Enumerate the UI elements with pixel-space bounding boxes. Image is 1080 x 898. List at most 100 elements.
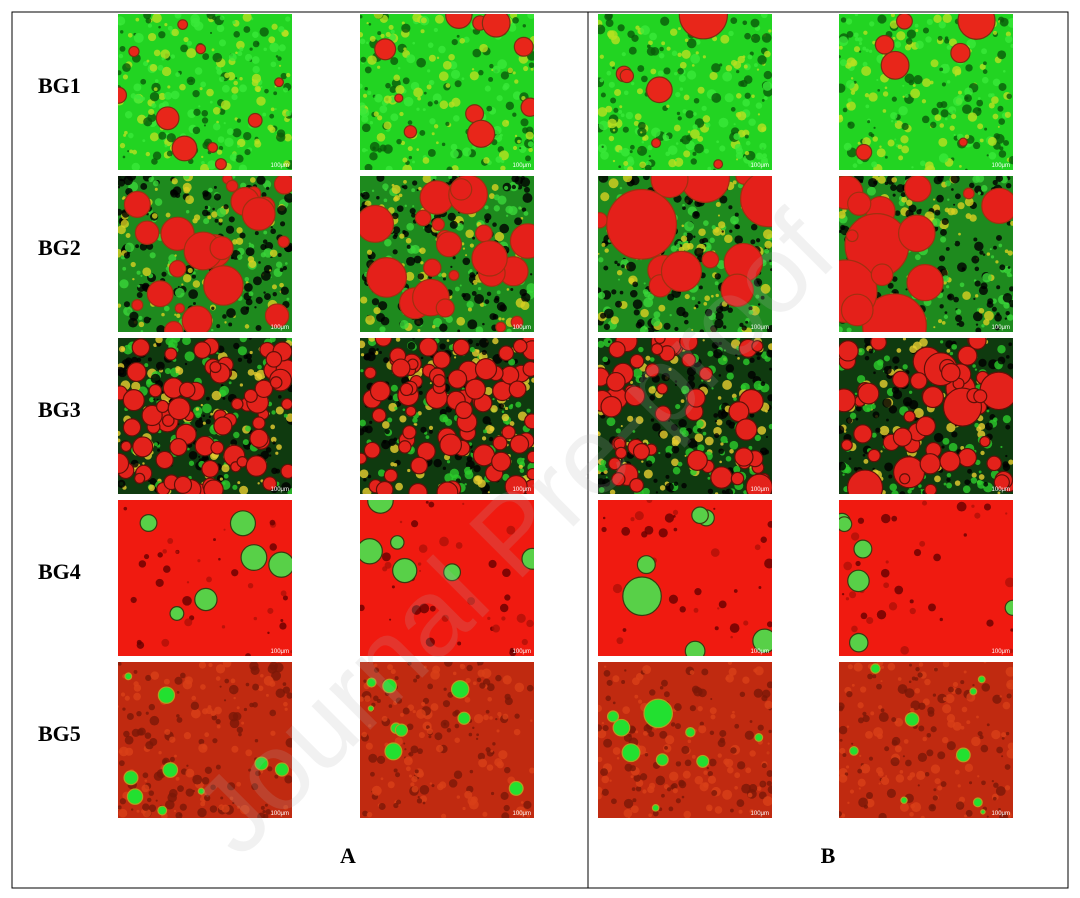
texture-speck <box>981 76 989 84</box>
droplet <box>439 433 463 457</box>
droplet <box>686 449 708 471</box>
texture-speck <box>598 257 604 263</box>
texture-speck <box>206 396 210 401</box>
texture-speck <box>737 761 746 770</box>
texture-speck <box>142 772 149 779</box>
texture-speck <box>213 193 221 201</box>
texture-speck <box>769 367 772 371</box>
texture-speck <box>237 357 243 363</box>
droplet <box>436 481 459 494</box>
texture-speck <box>939 304 944 309</box>
texture-speck <box>952 65 962 76</box>
droplet <box>181 305 213 332</box>
texture-speck <box>186 764 189 767</box>
texture-speck <box>891 717 897 723</box>
droplet <box>384 742 403 761</box>
texture-speck <box>882 398 892 408</box>
texture-speck <box>390 29 395 34</box>
texture-speck <box>914 254 921 261</box>
texture-speck <box>1006 220 1012 226</box>
texture-speck <box>133 692 141 701</box>
texture-speck <box>147 797 152 803</box>
texture-speck <box>1010 220 1013 226</box>
texture-speck <box>260 673 264 678</box>
texture-speck <box>698 688 707 698</box>
texture-speck <box>220 100 231 110</box>
micrograph: 100μm <box>360 176 534 332</box>
droplet <box>957 14 996 40</box>
texture-speck <box>891 736 901 746</box>
texture-speck <box>245 247 255 257</box>
texture-speck <box>237 346 248 356</box>
texture-speck <box>599 54 604 59</box>
texture-speck <box>146 59 150 63</box>
texture-speck <box>185 195 194 205</box>
texture-speck <box>733 133 741 140</box>
texture-speck <box>371 189 375 193</box>
texture-speck <box>364 86 368 91</box>
texture-speck <box>503 804 510 812</box>
texture-speck <box>686 70 697 80</box>
texture-speck <box>701 668 709 676</box>
texture-speck <box>278 44 286 52</box>
droplet <box>360 538 383 565</box>
droplet <box>840 439 853 452</box>
texture-speck <box>868 348 874 354</box>
texture-speck <box>713 507 716 510</box>
texture-speck <box>419 784 430 795</box>
texture-speck <box>448 53 455 61</box>
texture-speck <box>193 21 204 31</box>
texture-speck <box>148 804 157 813</box>
texture-speck <box>839 83 846 93</box>
texture-speck <box>1008 648 1013 654</box>
texture-speck <box>369 121 374 125</box>
texture-speck <box>648 386 656 394</box>
texture-speck <box>722 71 733 82</box>
texture-speck <box>682 206 686 210</box>
texture-speck <box>362 810 368 817</box>
texture-speck <box>637 65 645 73</box>
texture-speck <box>207 160 217 170</box>
texture-speck <box>622 126 629 133</box>
scale-bar-label: 100μm <box>992 163 1010 169</box>
texture-speck <box>732 180 737 185</box>
texture-speck <box>648 155 651 158</box>
texture-speck <box>459 38 465 44</box>
texture-speck <box>502 568 511 578</box>
scale-bar-label: 100μm <box>271 487 289 493</box>
texture-speck <box>409 207 416 215</box>
texture-speck <box>616 637 624 645</box>
texture-speck <box>492 65 501 74</box>
texture-speck <box>426 728 433 735</box>
texture-speck <box>621 264 625 269</box>
texture-speck <box>670 28 678 36</box>
texture-speck <box>484 299 490 305</box>
texture-speck <box>218 39 227 47</box>
droplet <box>139 514 158 532</box>
texture-speck <box>491 184 499 191</box>
texture-speck <box>713 413 718 418</box>
texture-speck <box>206 88 214 97</box>
texture-speck <box>140 78 147 85</box>
texture-speck <box>195 412 202 419</box>
texture-speck <box>194 67 203 75</box>
texture-speck <box>913 75 923 85</box>
texture-speck <box>701 105 707 111</box>
texture-speck <box>476 733 479 737</box>
texture-speck <box>884 86 888 90</box>
texture-speck <box>982 69 988 74</box>
texture-speck <box>497 195 507 205</box>
texture-speck <box>195 419 204 428</box>
texture-speck <box>960 680 965 685</box>
texture-speck <box>179 803 187 811</box>
texture-speck <box>839 461 847 471</box>
texture-speck <box>1007 266 1011 269</box>
texture-speck <box>525 131 534 140</box>
texture-speck <box>469 467 473 470</box>
texture-speck <box>412 41 416 45</box>
texture-speck <box>995 325 1000 331</box>
texture-speck <box>694 247 704 257</box>
texture-speck <box>164 91 172 100</box>
texture-speck <box>883 365 892 375</box>
texture-speck <box>909 707 915 713</box>
